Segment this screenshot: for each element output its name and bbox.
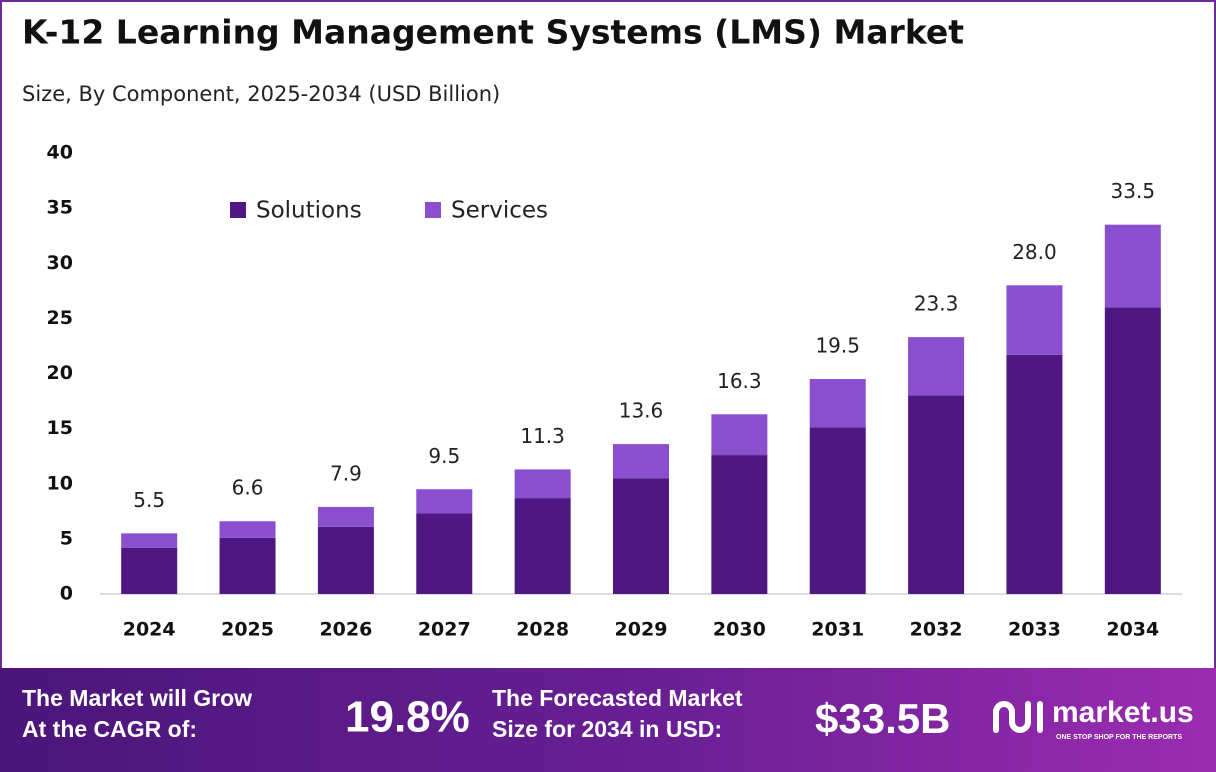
bar-segment xyxy=(613,444,669,479)
x-tick-label: 2033 xyxy=(1008,619,1061,641)
bar-segment xyxy=(514,498,571,594)
y-tick-label: 15 xyxy=(47,417,73,439)
cagr-label: At the CAGR of: xyxy=(22,716,197,742)
x-tick-label: 2027 xyxy=(418,619,471,641)
y-tick-label: 20 xyxy=(47,362,73,384)
x-tick-label: 2034 xyxy=(1106,619,1159,641)
legend-label: Solutions xyxy=(256,198,362,224)
bar-segment xyxy=(711,414,768,456)
bar-segment xyxy=(908,337,965,396)
forecast-label: Size for 2034 in USD: xyxy=(492,716,722,742)
bar-segment xyxy=(121,547,178,594)
y-tick-label: 25 xyxy=(47,307,73,329)
bar-segment xyxy=(1104,224,1161,308)
bar-segment xyxy=(809,379,866,428)
chart-subtitle: Size, By Component, 2025-2034 (USD Billi… xyxy=(22,82,500,106)
bar-segment xyxy=(908,395,965,594)
bar-segment xyxy=(514,469,571,499)
bar-segment xyxy=(416,489,473,514)
bar-segment xyxy=(416,513,473,594)
legend-swatch xyxy=(425,202,441,218)
legend-swatch xyxy=(230,202,246,218)
total-label: 28.0 xyxy=(1012,240,1057,264)
cagr-label: The Market will Grow xyxy=(22,685,252,711)
bar-segment xyxy=(809,427,866,594)
bar-segment xyxy=(711,455,768,594)
cagr-value: 19.8% xyxy=(345,693,470,742)
total-label: 6.6 xyxy=(232,476,264,500)
y-tick-label: 5 xyxy=(60,527,73,549)
total-label: 13.6 xyxy=(619,399,664,423)
total-label: 19.5 xyxy=(815,334,860,358)
bar-segment xyxy=(1006,354,1063,594)
bar-segment xyxy=(219,537,276,594)
logo-icon xyxy=(993,701,1031,733)
total-label: 16.3 xyxy=(717,369,762,393)
brand-tagline: ONE STOP SHOP FOR THE REPORTS xyxy=(1056,734,1182,741)
x-tick-label: 2030 xyxy=(713,619,766,641)
y-tick-label: 35 xyxy=(47,197,73,219)
total-label: 5.5 xyxy=(133,488,165,512)
total-label: 9.5 xyxy=(428,444,460,468)
x-tick-label: 2026 xyxy=(319,619,372,641)
total-label: 11.3 xyxy=(520,424,565,448)
brand: market.us xyxy=(1052,696,1194,729)
total-label: 23.3 xyxy=(914,292,959,316)
bar-segment xyxy=(121,533,178,548)
bar-segment xyxy=(317,506,374,527)
x-tick-label: 2028 xyxy=(516,619,569,641)
x-tick-label: 2031 xyxy=(811,619,864,641)
forecast-label: The Forecasted Market xyxy=(492,685,743,711)
forecast-value: $33.5B xyxy=(815,695,950,742)
y-tick-label: 0 xyxy=(60,583,73,605)
x-tick-label: 2029 xyxy=(615,619,668,641)
y-tick-label: 40 xyxy=(47,142,73,164)
chart-title: K-12 Learning Management Systems (LMS) M… xyxy=(22,13,964,52)
y-tick-label: 10 xyxy=(47,472,73,494)
brand-logo xyxy=(993,701,1043,733)
bar-segment xyxy=(1006,285,1063,355)
bar-segment xyxy=(613,478,669,594)
legend-label: Services xyxy=(451,198,548,224)
bar-segment xyxy=(1104,307,1161,594)
x-tick-label: 2024 xyxy=(123,619,176,641)
total-label: 33.5 xyxy=(1111,179,1156,203)
bar-segment xyxy=(219,521,276,538)
total-label: 7.9 xyxy=(330,461,362,485)
bar-segment xyxy=(317,526,374,594)
x-tick-label: 2025 xyxy=(221,619,274,641)
x-tick-label: 2032 xyxy=(910,619,963,641)
y-tick-label: 30 xyxy=(47,252,73,274)
